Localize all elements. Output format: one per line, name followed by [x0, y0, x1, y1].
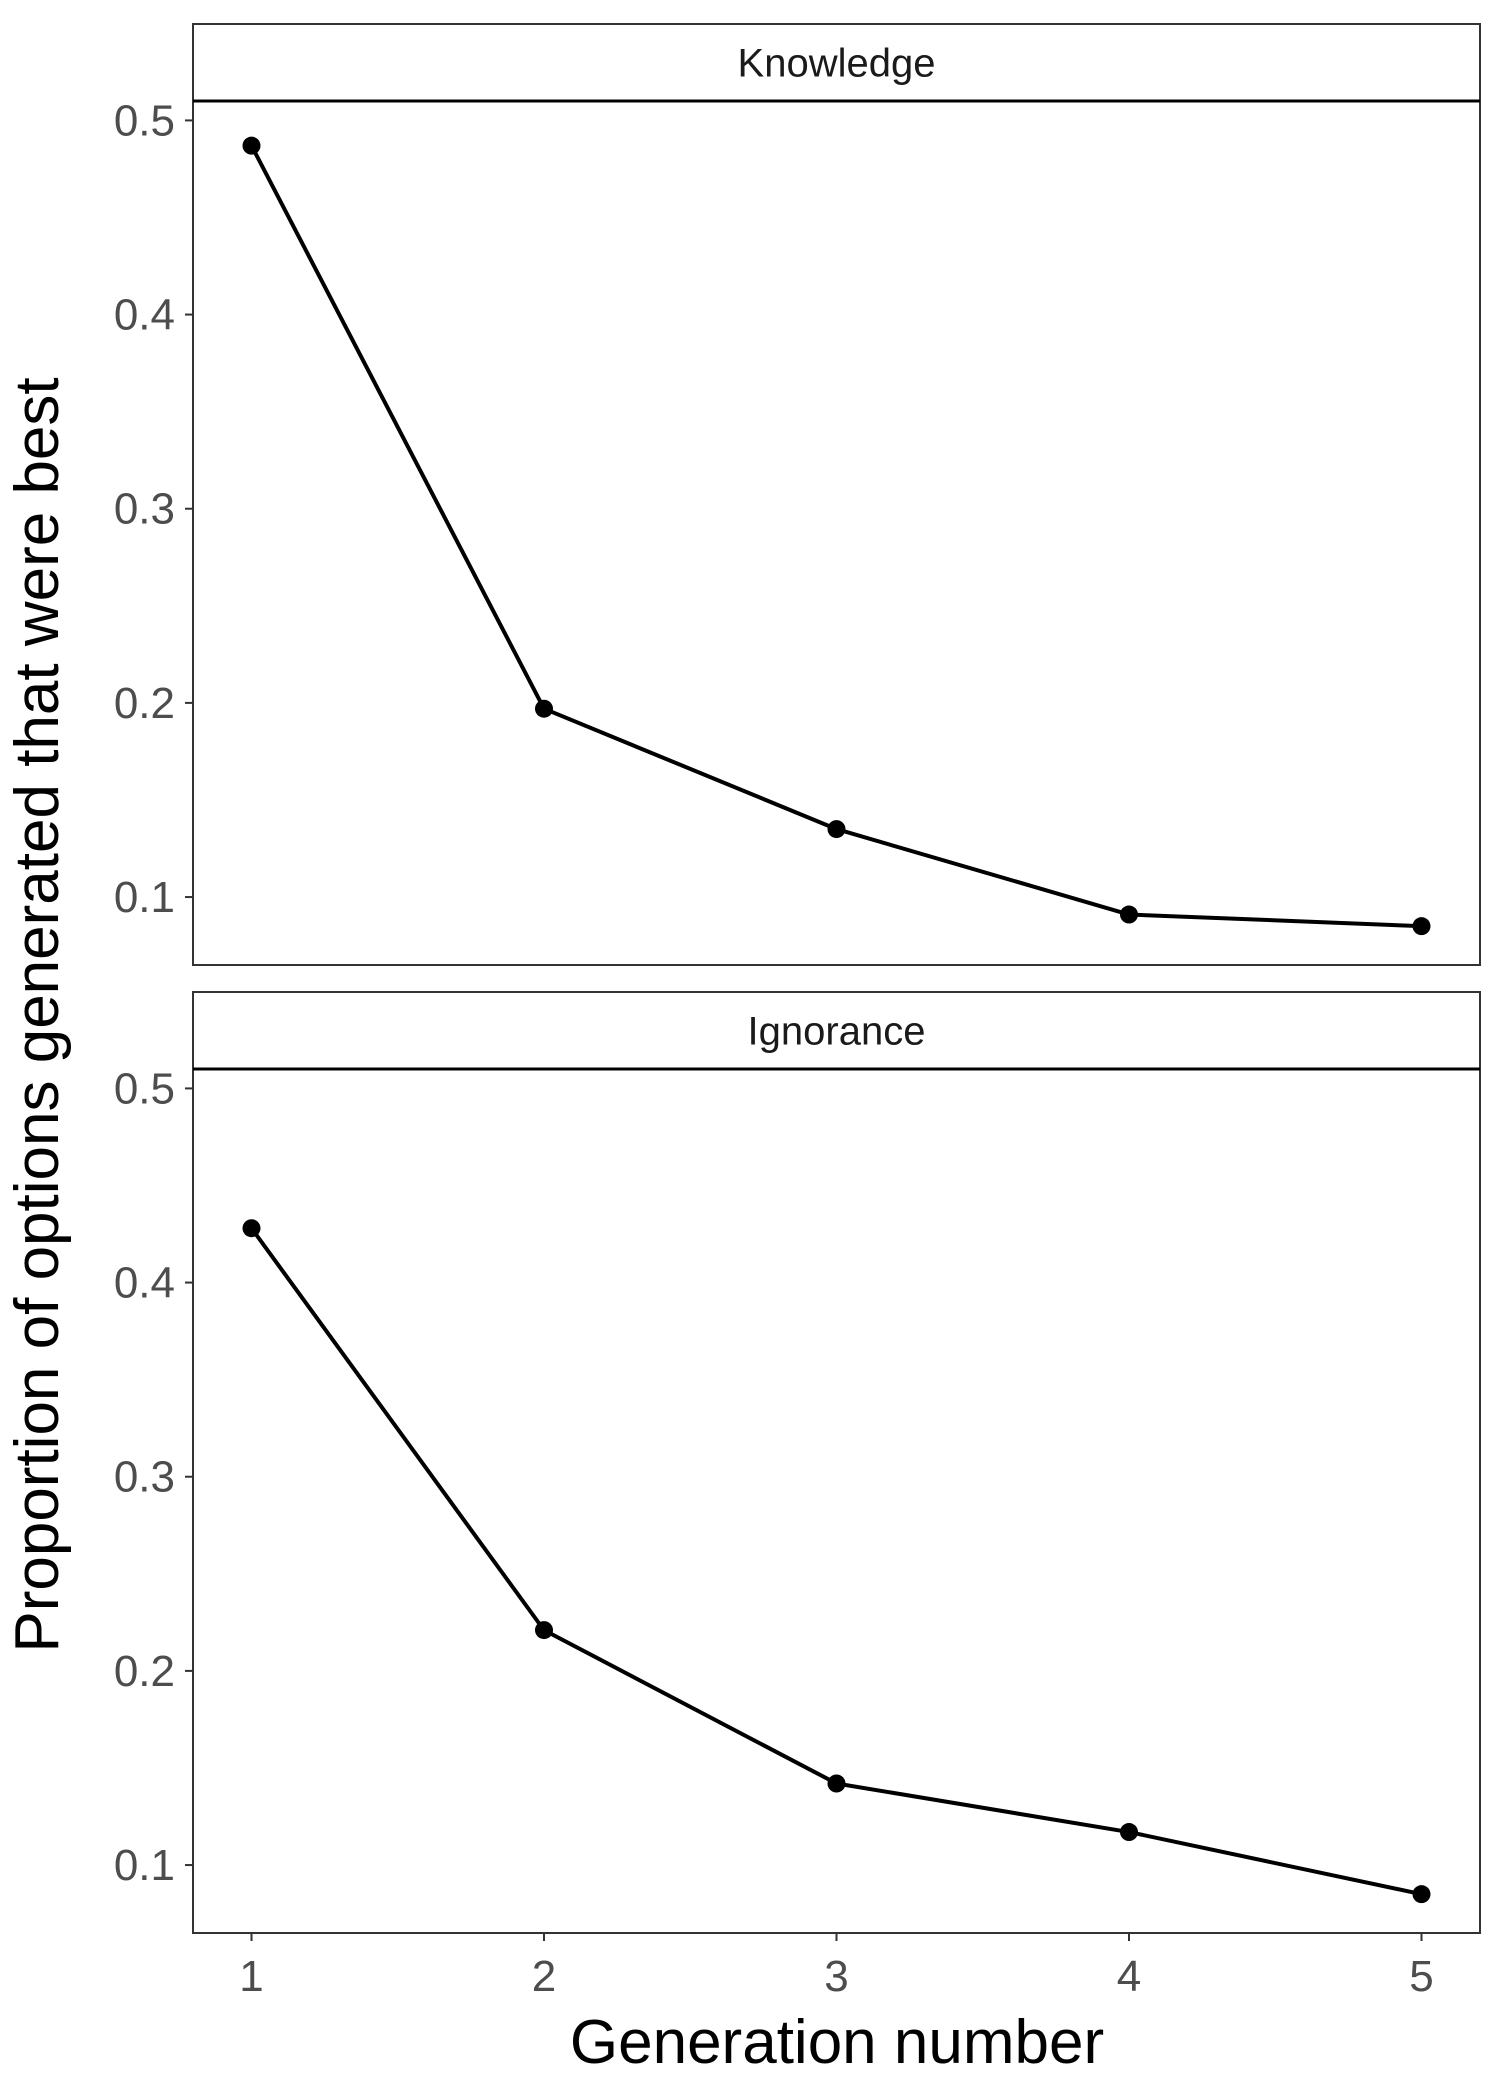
data-point: [827, 820, 846, 839]
y-tick-label: 0.1: [114, 873, 175, 922]
x-tick-label: 5: [1409, 1952, 1433, 2001]
x-axis: 1 2 3 4 5: [239, 1933, 1434, 2001]
x-tick-label: 4: [1117, 1952, 1141, 2001]
y-tick-label: 0.1: [114, 1841, 175, 1890]
data-point: [535, 1621, 553, 1640]
data-point: [827, 1774, 846, 1793]
y-tick-label: 0.4: [114, 291, 175, 340]
facet-strip-label: Knowledge: [738, 42, 936, 86]
panel-ignorance: Ignorance 0.1 0.2 0.3 0.4 0.5: [114, 991, 1481, 1934]
x-tick-label: 3: [824, 1952, 848, 2001]
data-point: [242, 1219, 261, 1238]
facet-strip: [192, 991, 1481, 1070]
facet-strip: [192, 23, 1481, 102]
facet-strip-label: Ignorance: [748, 1010, 926, 1054]
series-line: [249, 1227, 1422, 1897]
y-tick-label: 0.5: [114, 1064, 175, 1113]
data-point: [1412, 1885, 1431, 1904]
data-point: [1120, 905, 1138, 924]
y-tick-label: 0.3: [114, 485, 175, 534]
series-line: [249, 144, 1422, 929]
data-point: [1120, 1823, 1138, 1842]
y-tick-label: 0.5: [114, 96, 175, 145]
x-axis-title: Generation number: [570, 2008, 1104, 2077]
x-tick-label: 2: [532, 1952, 556, 2001]
y-tick-label: 0.2: [114, 679, 175, 728]
chart-panels: Knowledge 0.1 0.2 0.3 0.4 0.5 Ignorance 0.1 0.2 0…: [114, 23, 1481, 1934]
data-point: [242, 136, 261, 155]
data-point: [535, 699, 553, 718]
y-tick-label: 0.4: [114, 1259, 175, 1308]
data-point: [1412, 917, 1431, 936]
y-tick-label: 0.3: [114, 1453, 175, 1502]
panel-knowledge: Knowledge 0.1 0.2 0.3 0.4 0.5: [114, 23, 1481, 966]
y-tick-label: 0.2: [114, 1647, 175, 1696]
panel-border: [192, 1068, 1481, 1934]
x-tick-label: 1: [239, 1952, 263, 2001]
y-axis-title: Proportion of options generated that wer…: [3, 377, 72, 1652]
